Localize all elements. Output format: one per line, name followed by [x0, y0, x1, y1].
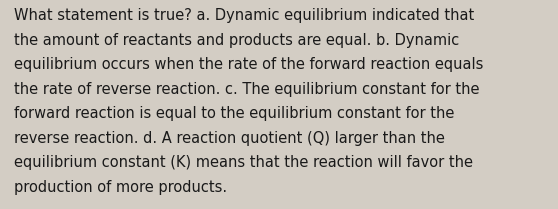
Text: equilibrium occurs when the rate of the forward reaction equals: equilibrium occurs when the rate of the …: [14, 57, 483, 72]
Text: What statement is true? a. Dynamic equilibrium indicated that: What statement is true? a. Dynamic equil…: [14, 8, 474, 23]
Text: the amount of reactants and products are equal. b. Dynamic: the amount of reactants and products are…: [14, 33, 459, 48]
Text: production of more products.: production of more products.: [14, 180, 227, 195]
Text: equilibrium constant (K) means that the reaction will favor the: equilibrium constant (K) means that the …: [14, 155, 473, 170]
Text: the rate of reverse reaction. c. The equilibrium constant for the: the rate of reverse reaction. c. The equ…: [14, 82, 479, 97]
Text: reverse reaction. d. A reaction quotient (Q) larger than the: reverse reaction. d. A reaction quotient…: [14, 131, 445, 146]
Text: forward reaction is equal to the equilibrium constant for the: forward reaction is equal to the equilib…: [14, 106, 454, 121]
